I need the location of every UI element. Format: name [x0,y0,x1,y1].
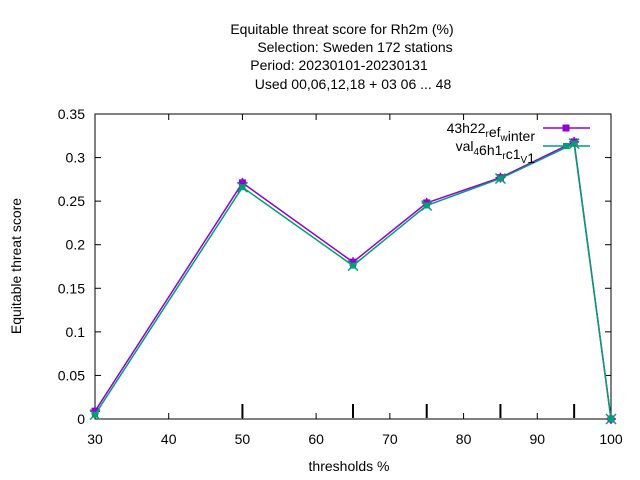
legend-label-part: val [456,138,474,154]
series-point-cross [421,199,433,212]
y-tick-label: 0.05 [58,367,85,383]
y-tick-label: 0 [77,411,85,427]
title-line-3: Period: 20230101-20230131 [250,57,428,73]
legend-label-part: ef [489,124,501,140]
title-line-4: Used 00,06,12,18 + 03 06 ... 48 [255,76,452,92]
series-line [94,142,612,420]
legend-label-part: 6h1 [479,142,503,158]
series-layer [89,136,617,425]
series-point-cross [494,172,506,185]
series-point-cross [605,413,617,425]
x-axis: 30 40 50 60 70 80 90 100 [87,114,623,447]
title-line-1: Equitable threat score for Rh2m (%) [230,21,453,37]
threshold-marks [241,404,576,418]
series-point-cross [568,138,580,150]
legend-label-part: w [500,133,509,144]
legend-label-part: r [502,151,506,162]
x-tick-label: 50 [235,431,251,447]
series-point-cross [236,181,248,193]
plot-frame [94,113,612,420]
legend-label-part: V [521,155,528,166]
legend-label-part: 4 [473,147,479,158]
y-axis-label: Equitable threat score [8,198,24,334]
x-tick-label: 90 [529,431,545,447]
legend-label-part: c1 [506,146,521,162]
x-tick-label: 80 [456,431,472,447]
x-tick-label: 100 [599,431,623,447]
legend-marker [563,143,569,149]
x-tick-label: 30 [87,431,103,447]
series-point-cross [89,409,101,421]
series-line [94,140,612,420]
y-tick-label: 0.15 [58,280,85,296]
y-tick-label: 0.25 [58,193,85,209]
legend-label-part: 1 [527,150,535,166]
y-tick-label: 0.1 [66,324,86,340]
legend-label: val46h1rc1V1 [456,138,536,166]
y-axis: 0 0.05 0.1 0.15 0.2 0.25 0.3 0.35 [58,106,611,427]
title-line-2: Selection: Sweden 172 stations [257,39,452,55]
y-tick-label: 0.35 [58,106,85,122]
x-axis-label: thresholds % [309,458,390,474]
series-point-cross [347,260,359,272]
legend-label: 43h22refwinter [447,120,536,144]
legend-marker [562,124,570,132]
series-1 [90,136,616,424]
x-tick-label: 70 [382,431,398,447]
legend-label-part: 43h22 [447,120,486,136]
x-tick-label: 40 [161,431,177,447]
series-2 [89,138,617,425]
x-tick-label: 60 [308,431,324,447]
y-tick-label: 0.3 [66,150,86,166]
legend-label-part: r [486,129,490,140]
y-tick-label: 0.2 [66,237,86,253]
chart-title: Equitable threat score for Rh2m (%) Sele… [230,21,453,92]
legend-label-part: inter [508,128,536,144]
